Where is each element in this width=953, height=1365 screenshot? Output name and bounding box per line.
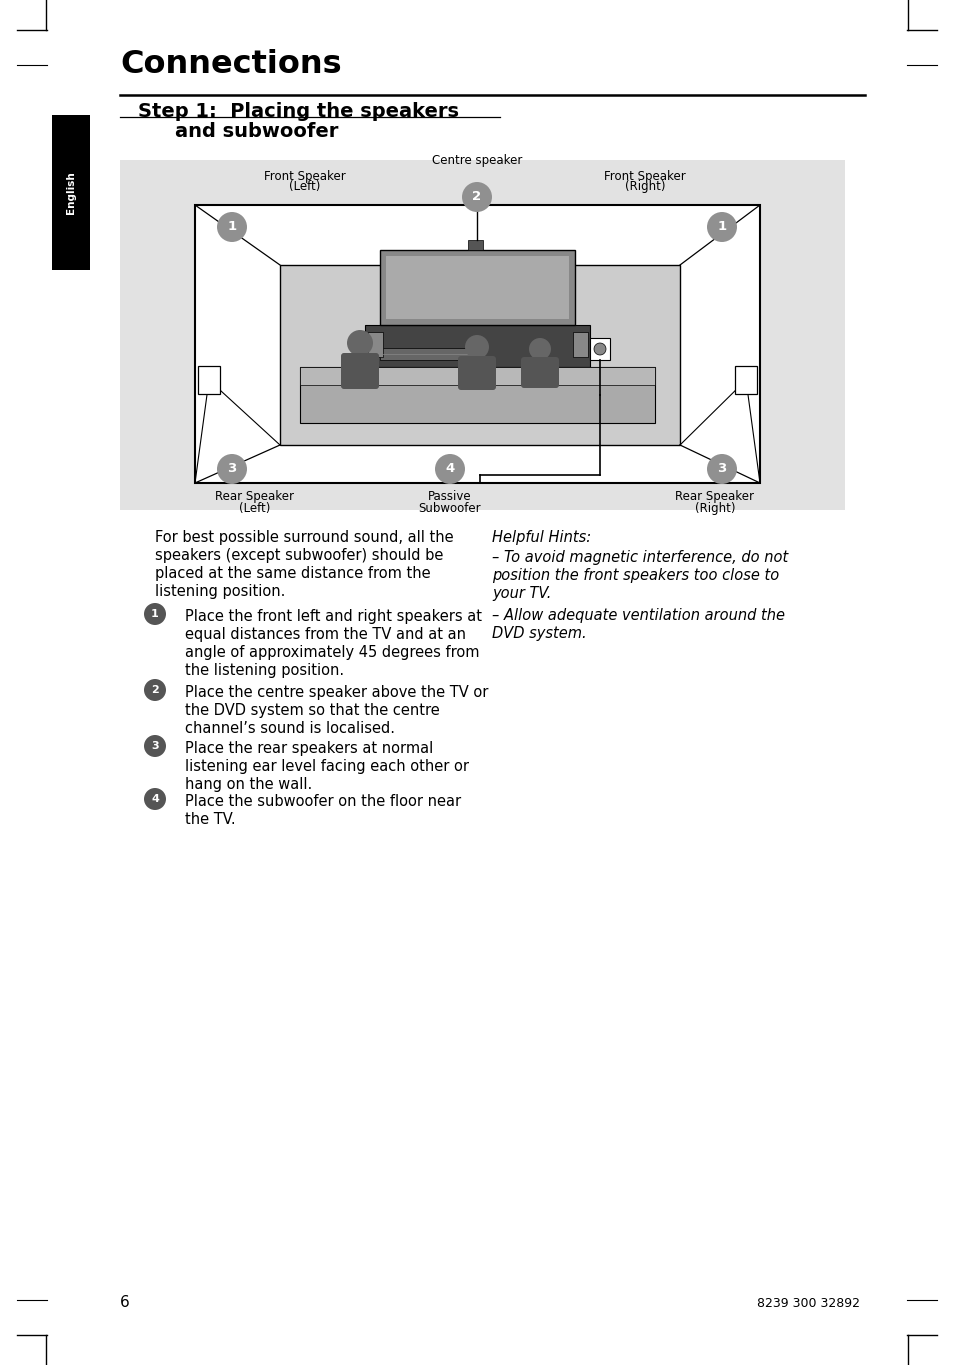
Bar	[299, 367, 655, 385]
Text: 2: 2	[472, 191, 481, 203]
Text: and subwoofer: and subwoofer	[174, 121, 338, 141]
FancyBboxPatch shape	[198, 366, 220, 394]
Bar	[365, 325, 589, 367]
Text: Rear Speaker: Rear Speaker	[215, 490, 294, 502]
Bar	[194, 205, 760, 483]
Text: placed at the same distance from the: placed at the same distance from the	[154, 566, 430, 581]
Text: Step 1:  Placing the speakers: Step 1: Placing the speakers	[138, 102, 458, 121]
Text: 4: 4	[151, 794, 159, 804]
Bar	[368, 332, 382, 358]
Bar	[573, 332, 587, 358]
Text: Connections: Connections	[120, 49, 341, 81]
Circle shape	[144, 734, 166, 758]
Circle shape	[594, 343, 605, 355]
Bar	[299, 367, 655, 423]
Text: listening ear level facing each other or: listening ear level facing each other or	[185, 759, 469, 774]
Text: Passive: Passive	[428, 490, 472, 502]
Text: For best possible surround sound, all the: For best possible surround sound, all th…	[154, 530, 453, 545]
Text: 3: 3	[227, 463, 236, 475]
Text: – To avoid magnetic interference, do not: – To avoid magnetic interference, do not	[492, 550, 787, 565]
Text: (Left): (Left)	[239, 502, 271, 515]
Text: channel’s sound is localised.: channel’s sound is localised.	[185, 721, 395, 736]
Text: speakers (except subwoofer) should be: speakers (except subwoofer) should be	[154, 547, 443, 562]
Text: (Left): (Left)	[289, 180, 320, 192]
Text: Centre speaker: Centre speaker	[432, 154, 521, 167]
Text: 1: 1	[151, 609, 159, 618]
Circle shape	[216, 455, 247, 485]
Text: position the front speakers too close to: position the front speakers too close to	[492, 568, 779, 583]
Text: 8239 300 32892: 8239 300 32892	[757, 1297, 859, 1310]
Text: Subwoofer: Subwoofer	[418, 502, 481, 515]
Bar	[52, 115, 90, 270]
Bar	[468, 240, 482, 250]
Bar	[379, 348, 470, 360]
Circle shape	[529, 339, 551, 360]
Text: (Right): (Right)	[624, 180, 664, 192]
Text: Rear Speaker: Rear Speaker	[675, 490, 754, 502]
Text: 1: 1	[717, 221, 726, 233]
Text: the TV.: the TV.	[185, 812, 235, 827]
Text: angle of approximately 45 degrees from: angle of approximately 45 degrees from	[185, 646, 479, 661]
Circle shape	[435, 455, 464, 485]
Text: equal distances from the TV and at an: equal distances from the TV and at an	[185, 627, 465, 642]
Text: Place the subwoofer on the floor near: Place the subwoofer on the floor near	[185, 794, 460, 809]
Text: 3: 3	[717, 463, 726, 475]
Bar	[120, 160, 844, 511]
Bar	[386, 257, 568, 319]
Text: 4: 4	[445, 463, 455, 475]
Text: (Right): (Right)	[694, 502, 735, 515]
Circle shape	[347, 330, 373, 356]
Bar	[379, 250, 575, 325]
Text: 6: 6	[120, 1295, 130, 1310]
Circle shape	[706, 455, 737, 485]
Circle shape	[464, 334, 489, 359]
Text: your TV.: your TV.	[492, 586, 551, 601]
Bar	[280, 265, 679, 445]
Circle shape	[144, 603, 166, 625]
Text: 3: 3	[151, 741, 158, 751]
Text: Place the front left and right speakers at: Place the front left and right speakers …	[185, 609, 481, 624]
Text: Place the centre speaker above the TV or: Place the centre speaker above the TV or	[185, 685, 488, 700]
Text: DVD system.: DVD system.	[492, 627, 586, 642]
Text: Front Speaker: Front Speaker	[603, 171, 685, 183]
Text: the DVD system so that the centre: the DVD system so that the centre	[185, 703, 439, 718]
FancyBboxPatch shape	[457, 356, 496, 390]
Circle shape	[706, 212, 737, 242]
Text: Place the rear speakers at normal: Place the rear speakers at normal	[185, 741, 433, 756]
Circle shape	[216, 212, 247, 242]
Text: – Allow adequate ventilation around the: – Allow adequate ventilation around the	[492, 607, 784, 622]
Circle shape	[461, 182, 492, 212]
Text: Front Speaker: Front Speaker	[264, 171, 346, 183]
Text: Helpful Hints:: Helpful Hints:	[492, 530, 591, 545]
Text: the listening position.: the listening position.	[185, 663, 344, 678]
Text: hang on the wall.: hang on the wall.	[185, 777, 312, 792]
Bar	[589, 339, 609, 360]
FancyBboxPatch shape	[520, 358, 558, 388]
Circle shape	[144, 788, 166, 809]
Text: 1: 1	[227, 221, 236, 233]
Text: listening position.: listening position.	[154, 584, 285, 599]
FancyBboxPatch shape	[734, 366, 757, 394]
FancyBboxPatch shape	[340, 354, 378, 389]
Circle shape	[144, 678, 166, 702]
Text: English: English	[66, 171, 76, 214]
Text: 2: 2	[151, 685, 159, 695]
